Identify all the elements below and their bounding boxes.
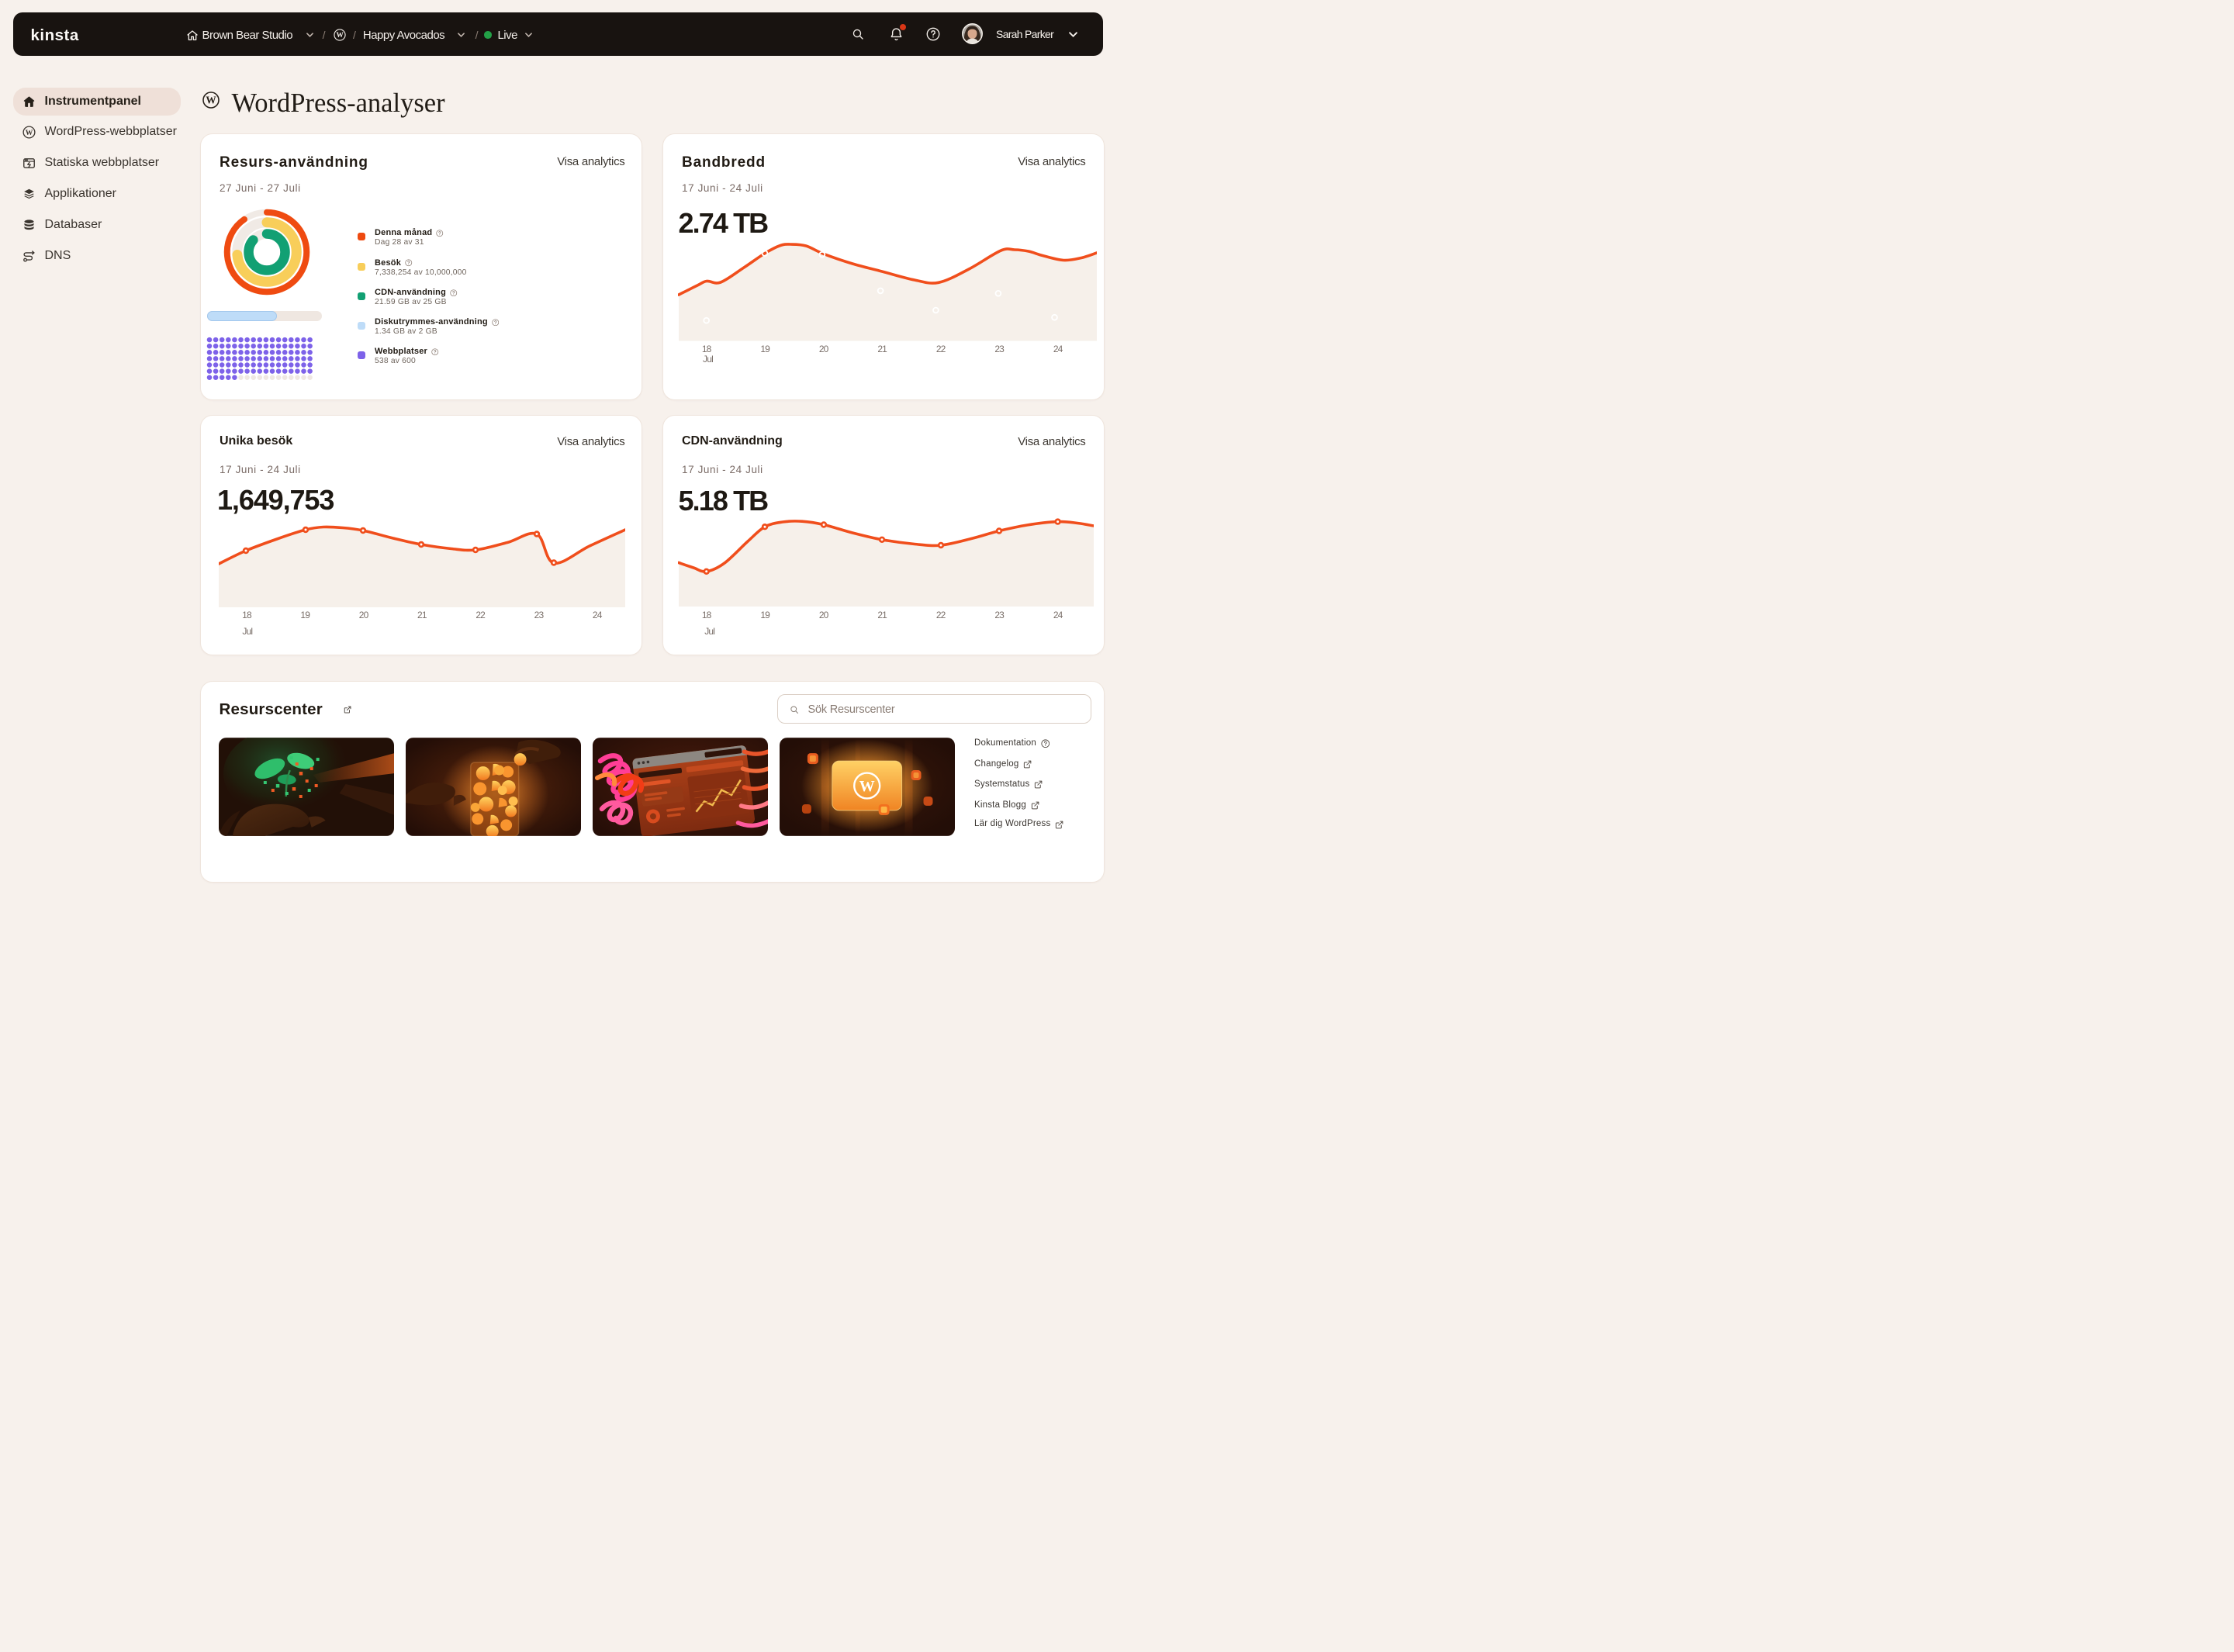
svg-text:W: W bbox=[859, 778, 875, 795]
svg-text:W: W bbox=[336, 32, 344, 40]
svg-text:W: W bbox=[206, 94, 216, 105]
svg-text:W: W bbox=[26, 128, 33, 137]
